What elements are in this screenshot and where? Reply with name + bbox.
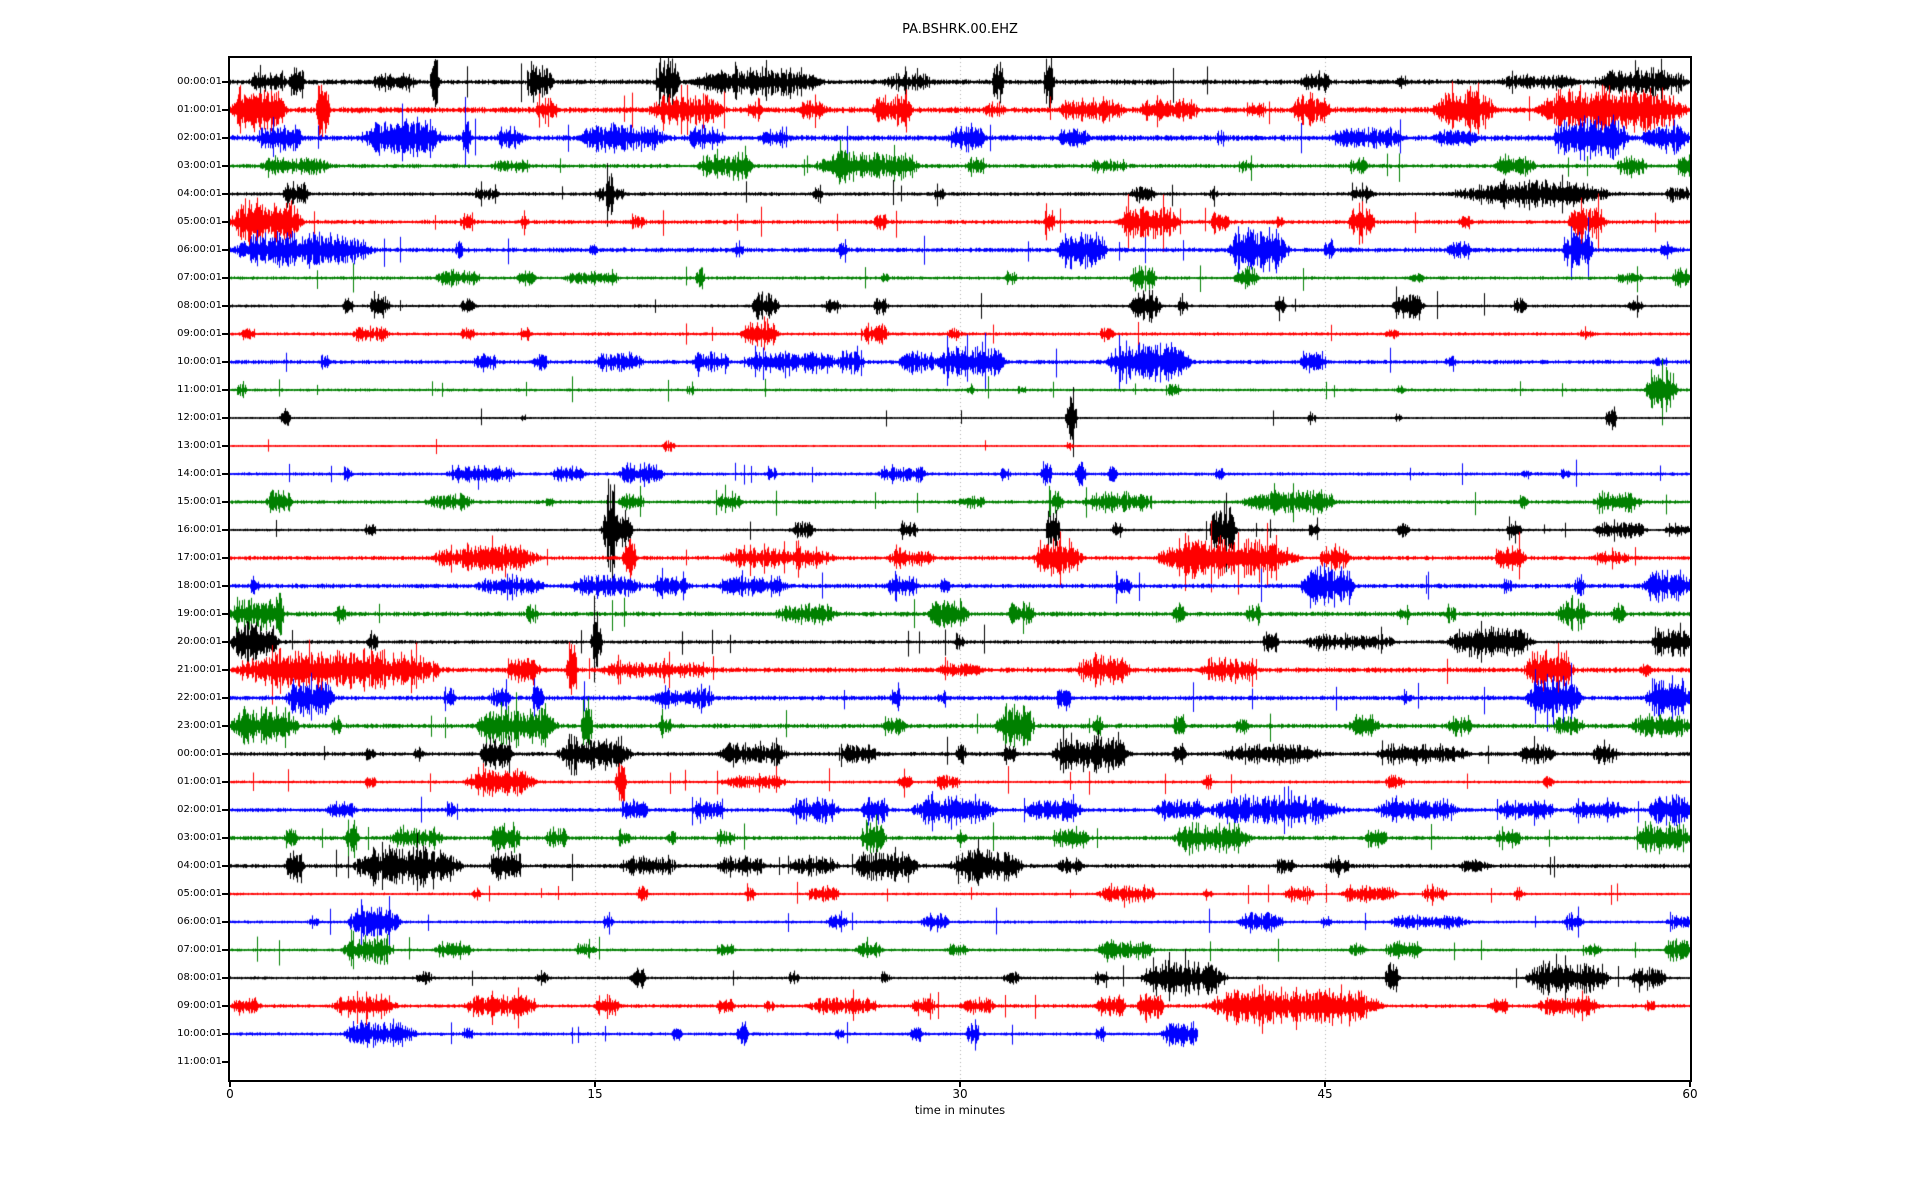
x-tick <box>594 1080 596 1087</box>
y-tick <box>222 137 229 139</box>
y-tick-label: 04:00:01 <box>177 188 222 199</box>
y-tick-label: 23:00:01 <box>177 720 222 731</box>
y-tick-label: 05:00:01 <box>177 888 222 899</box>
y-tick-label: 09:00:01 <box>177 328 222 339</box>
y-tick-label: 05:00:01 <box>177 216 222 227</box>
y-tick <box>222 1061 229 1063</box>
x-tick-label: 45 <box>1317 1087 1333 1101</box>
y-tick <box>222 585 229 587</box>
y-tick-label: 11:00:01 <box>177 1056 222 1067</box>
y-tick-label: 12:00:01 <box>177 412 222 423</box>
y-tick-label: 10:00:01 <box>177 1028 222 1039</box>
x-tick-label: 0 <box>226 1087 234 1101</box>
y-tick <box>222 193 229 195</box>
y-tick <box>222 865 229 867</box>
y-tick <box>222 949 229 951</box>
y-tick <box>222 473 229 475</box>
y-tick <box>222 1033 229 1035</box>
plot-area <box>228 56 1692 1082</box>
y-tick-label: 20:00:01 <box>177 636 222 647</box>
y-tick <box>222 613 229 615</box>
y-tick <box>222 697 229 699</box>
y-tick-label: 04:00:01 <box>177 860 222 871</box>
y-tick-label: 01:00:01 <box>177 104 222 115</box>
y-tick-label: 02:00:01 <box>177 132 222 143</box>
y-tick <box>222 277 229 279</box>
y-tick <box>222 781 229 783</box>
y-tick <box>222 389 229 391</box>
y-tick <box>222 557 229 559</box>
x-tick <box>959 1080 961 1087</box>
x-tick <box>1689 1080 1691 1087</box>
y-tick-label: 11:00:01 <box>177 384 222 395</box>
x-tick-label: 15 <box>587 1087 603 1101</box>
y-tick <box>222 1005 229 1007</box>
y-tick-label: 06:00:01 <box>177 916 222 927</box>
y-tick <box>222 165 229 167</box>
y-tick-label: 13:00:01 <box>177 440 222 451</box>
y-tick <box>222 81 229 83</box>
y-tick <box>222 333 229 335</box>
y-tick-label: 02:00:01 <box>177 804 222 815</box>
y-tick-label: 06:00:01 <box>177 244 222 255</box>
y-tick-label: 03:00:01 <box>177 160 222 171</box>
y-tick-label: 16:00:01 <box>177 524 222 535</box>
y-tick-label: 07:00:01 <box>177 944 222 955</box>
y-tick-label: 08:00:01 <box>177 300 222 311</box>
y-tick-label: 17:00:01 <box>177 552 222 563</box>
x-axis-title: time in minutes <box>914 1103 1006 1117</box>
x-tick <box>1324 1080 1326 1087</box>
y-tick <box>222 977 229 979</box>
y-tick <box>222 417 229 419</box>
y-tick-label: 14:00:01 <box>177 468 222 479</box>
x-tick <box>229 1080 231 1087</box>
y-tick-label: 09:00:01 <box>177 1000 222 1011</box>
y-tick <box>222 725 229 727</box>
y-tick <box>222 501 229 503</box>
y-tick-label: 21:00:01 <box>177 664 222 675</box>
y-tick-label: 22:00:01 <box>177 692 222 703</box>
chart-title: PA.BSHRK.00.EHZ <box>902 22 1018 37</box>
y-tick <box>222 529 229 531</box>
y-tick-label: 15:00:01 <box>177 496 222 507</box>
y-tick <box>222 305 229 307</box>
y-tick-label: 00:00:01 <box>177 76 222 87</box>
y-tick-label: 19:00:01 <box>177 608 222 619</box>
x-tick-label: 60 <box>1682 1087 1698 1101</box>
y-tick <box>222 921 229 923</box>
y-tick <box>222 221 229 223</box>
y-tick <box>222 893 229 895</box>
y-tick-label: 10:00:01 <box>177 356 222 367</box>
y-tick-label: 00:00:01 <box>177 748 222 759</box>
y-tick-label: 01:00:01 <box>177 776 222 787</box>
x-tick-label: 30 <box>952 1087 968 1101</box>
y-tick <box>222 361 229 363</box>
y-tick-label: 18:00:01 <box>177 580 222 591</box>
y-tick-label: 07:00:01 <box>177 272 222 283</box>
y-tick <box>222 753 229 755</box>
y-tick <box>222 641 229 643</box>
seismogram-canvas <box>230 58 1690 1080</box>
y-tick-label: 08:00:01 <box>177 972 222 983</box>
y-tick <box>222 669 229 671</box>
y-tick <box>222 109 229 111</box>
y-tick <box>222 445 229 447</box>
y-tick-label: 03:00:01 <box>177 832 222 843</box>
y-tick <box>222 809 229 811</box>
y-tick <box>222 249 229 251</box>
y-tick <box>222 837 229 839</box>
